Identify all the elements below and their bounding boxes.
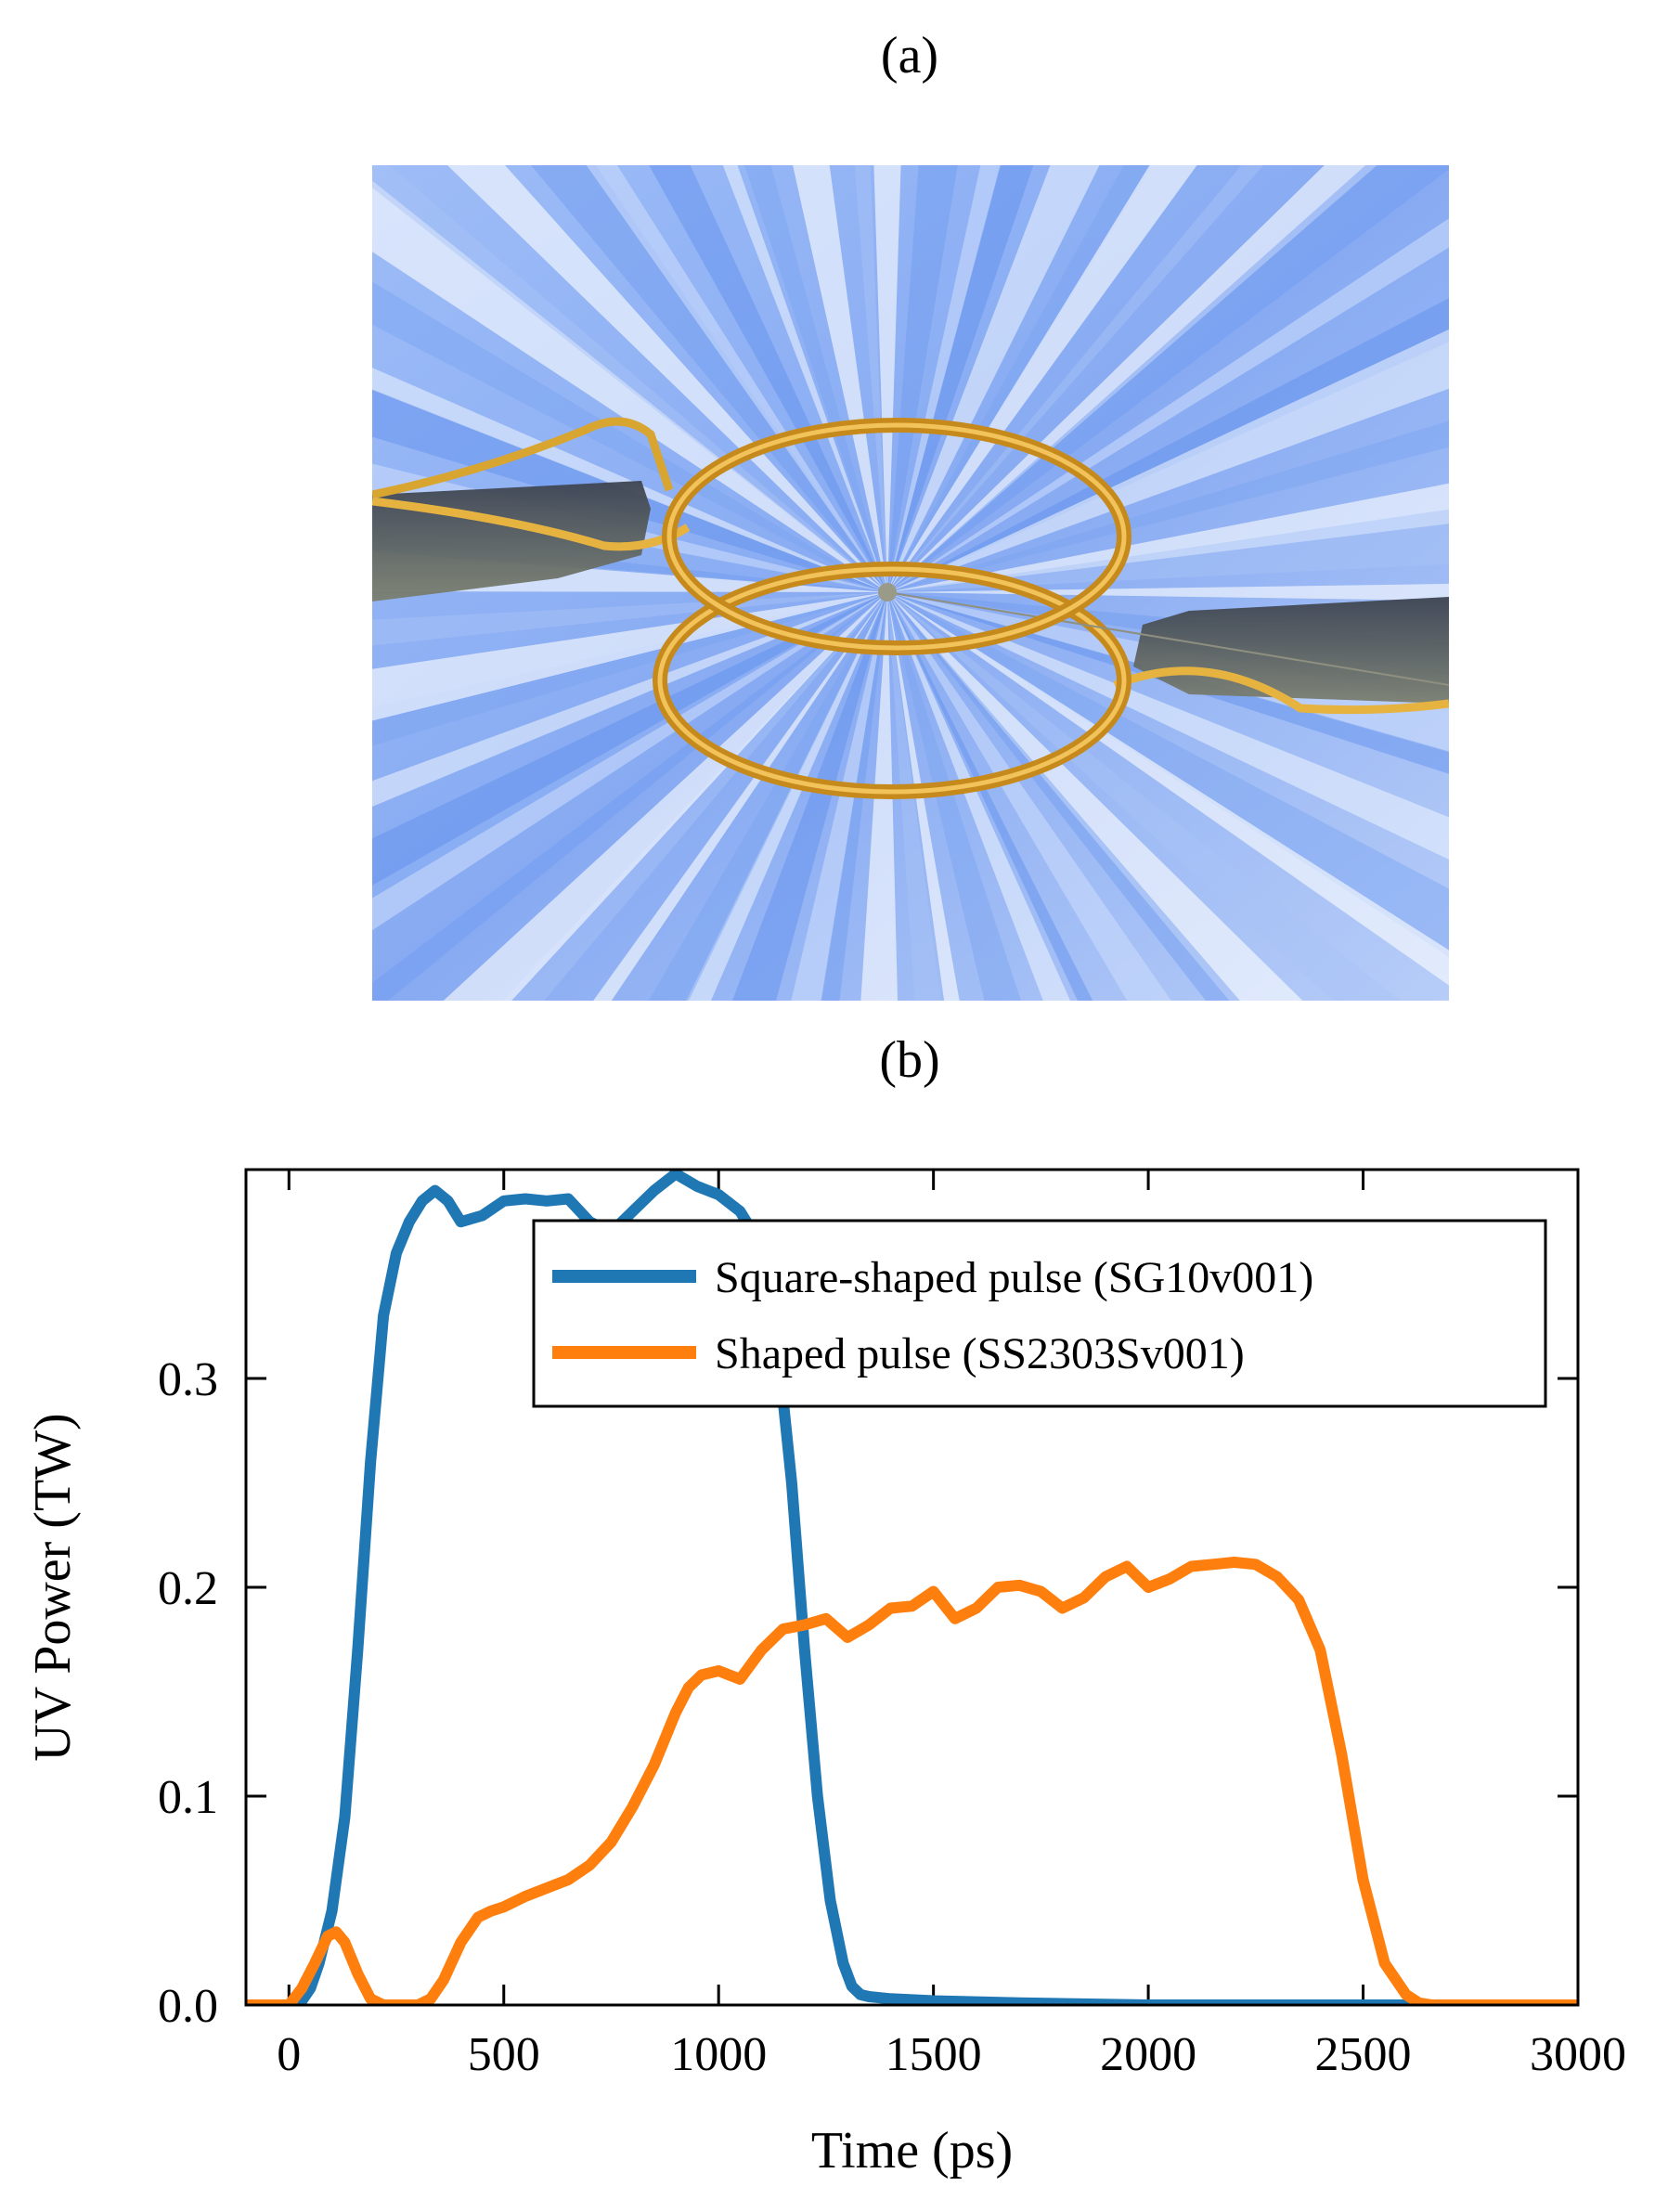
laser-ray (372, 592, 887, 721)
laser-ray (372, 592, 887, 807)
laser-ray (887, 165, 1034, 592)
laser-ray (887, 298, 1449, 592)
legend-box (532, 1219, 1547, 1408)
laser-ray (887, 592, 1401, 1001)
laser-ray (887, 165, 1100, 592)
x-tick-label: 2000 (1100, 2028, 1196, 2081)
panel-label-a: (a) (880, 27, 939, 84)
series-lines (246, 1170, 1578, 2005)
laser-ray (372, 592, 887, 646)
laser-ray (446, 165, 887, 592)
upper-coil (662, 418, 1131, 655)
laser-ray (649, 165, 887, 592)
laser-ray (887, 592, 960, 1001)
laser-ray (372, 281, 887, 592)
y-tick-label: 0.2 (158, 1562, 218, 1615)
x-tick-label: 1500 (886, 2028, 982, 2081)
axis-ticks (246, 1170, 1580, 2007)
legend-label-square-pulse: Square-shaped pulse (SG10v001) (715, 1253, 1313, 1302)
laser-ray (887, 483, 1449, 592)
laser-ray (873, 165, 901, 592)
x-tick-label: 0 (277, 2028, 301, 2081)
series-line-square-pulse (246, 1170, 1578, 2005)
target-sphere (878, 583, 897, 602)
coil-target-render (372, 165, 1449, 1001)
x-axis-label: Time (ps) (811, 2122, 1013, 2180)
laser-ray (887, 165, 1001, 592)
tick-labels: 0 500 1000 1500 2000 2500 3000 0.0 0.1 0.2 0.3 (158, 1353, 1626, 2081)
laser-ray (887, 218, 1449, 592)
laser-ray (887, 592, 1449, 986)
laser-ray (887, 583, 1449, 602)
laser-ray (887, 165, 1377, 592)
y-tick-label: 0.3 (158, 1353, 218, 1406)
laser-ray (887, 165, 958, 592)
y-tick-label: 0.0 (158, 1980, 218, 2033)
panel-label-b: (b) (879, 1031, 940, 1089)
laser-ray (887, 592, 1021, 1001)
target-wire (886, 591, 1449, 686)
laser-ray (887, 592, 1449, 860)
legend: Square-shaped pulse (SG10v001) Shaped pu… (532, 1219, 1547, 1408)
laser-ray (854, 165, 887, 592)
laser-ray (793, 165, 887, 592)
laser-ray (887, 592, 941, 1001)
laser-ray (586, 165, 887, 592)
laser-ray (887, 509, 1449, 592)
laser-ray (531, 165, 887, 592)
x-tick-label: 2500 (1315, 2028, 1412, 2081)
lower-coil (653, 562, 1131, 799)
right-stalk (1113, 597, 1449, 715)
laser-ray (648, 592, 887, 1001)
laser-ray (887, 592, 1071, 1001)
x-tick-label: 1000 (670, 2028, 767, 2081)
series-line-shaped-pulse (246, 1557, 1578, 2005)
laser-ray (372, 165, 887, 592)
laser-ray (372, 592, 887, 746)
left-stalk (372, 417, 691, 602)
y-axis-label: UV Power (TW) (24, 1413, 82, 1761)
laser-ray (372, 180, 887, 592)
x-tick-label: 3000 (1530, 2028, 1626, 2081)
y-tick-label: 0.1 (158, 1771, 218, 1824)
laser-ray (372, 592, 887, 1001)
uv-power-chart: 0 500 1000 1500 2000 2500 3000 0.0 0.1 0.2 0.3 Tim… (24, 1168, 1626, 2180)
laser-ray (887, 165, 1449, 592)
x-tick-label: 500 (468, 2028, 540, 2081)
laser-ray (372, 592, 887, 899)
plot-frame (244, 1168, 1580, 2007)
laser-ray (593, 592, 887, 1001)
legend-label-shaped-pulse: Shaped pulse (SS2303Sv001) (715, 1329, 1245, 1378)
laser-ray (887, 165, 1264, 592)
laser-ray (372, 592, 887, 931)
